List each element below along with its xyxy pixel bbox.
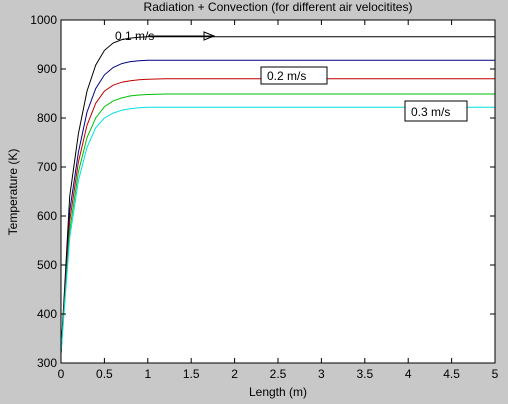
annotation-text-3: 0.3 m/s [411, 105, 450, 119]
y-tick-label: 900 [37, 62, 57, 76]
x-tick-label: 0 [58, 367, 65, 381]
x-ticks: 0 0.5 1 1.5 2 2.5 3 3.5 4 4.5 5 [58, 20, 499, 381]
annotation-text-2: 0.2 m/s [267, 69, 306, 83]
x-tick-label: 4 [405, 367, 412, 381]
annotation-box-2 [260, 66, 328, 85]
x-axis-label: Length (m) [249, 385, 307, 399]
series-line-1 [60, 36, 495, 354]
annotation-arrow-head [203, 31, 216, 41]
x-tick-label: 2 [231, 367, 238, 381]
y-tick-label: 300 [37, 356, 57, 370]
x-tick-label: 3.5 [356, 367, 373, 381]
y-tick-label: 700 [37, 160, 57, 174]
chart-title: Radiation + Convection (for different ai… [144, 0, 413, 14]
annotation-0.3: 0.3 m/s [404, 100, 468, 122]
series-line-4 [60, 93, 495, 354]
x-tick-label: 5 [492, 367, 499, 381]
series-line-5 [60, 106, 495, 354]
x-tick-label: 4.5 [443, 367, 460, 381]
x-tick-label: 3 [318, 367, 325, 381]
annotation-0.2: 0.2 m/s [260, 66, 328, 85]
annotation-text-1: 0.1 m/s [115, 29, 154, 43]
series-line-2 [60, 59, 495, 354]
y-tick-label: 500 [37, 258, 57, 272]
y-ticks: 300 400 500 600 700 800 900 1000 [30, 13, 495, 370]
x-tick-label: 2.5 [270, 367, 287, 381]
y-axis-label: Temperature (K) [6, 149, 20, 236]
annotation-box-3 [404, 100, 468, 122]
x-tick-label: 1 [144, 367, 151, 381]
y-tick-label: 800 [37, 111, 57, 125]
y-tick-label: 600 [37, 209, 57, 223]
y-tick-label: 1000 [30, 13, 57, 27]
x-tick-label: 0.5 [96, 367, 113, 381]
x-tick-label: 1.5 [183, 367, 200, 381]
annotation-0.1: 0.1 m/s [115, 29, 216, 43]
y-tick-label: 400 [37, 307, 57, 321]
